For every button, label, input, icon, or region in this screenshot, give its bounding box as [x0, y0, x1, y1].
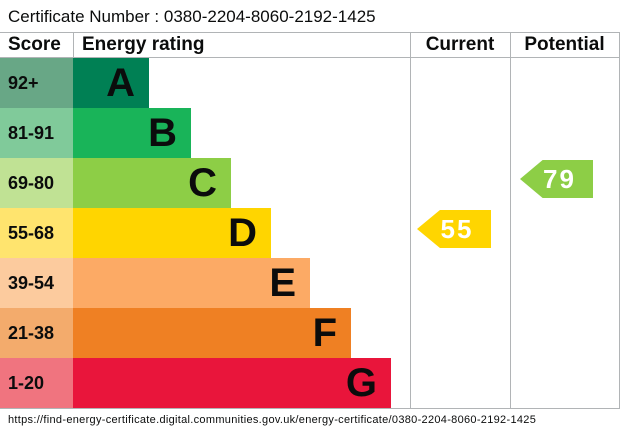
band-row-d: 55-68 D — [0, 208, 620, 258]
current-column-divider — [410, 32, 411, 409]
band-e-bar: E — [73, 258, 310, 308]
band-d-score-label: 55-68 — [8, 222, 55, 243]
current-rating-value: 55 — [440, 213, 474, 244]
band-g-score-label: 1-20 — [8, 372, 45, 393]
band-c-score-label: 69-80 — [8, 172, 55, 193]
band-row-g: 1-20 G — [0, 358, 620, 408]
band-e-score-cell: 39-54 — [0, 258, 73, 308]
header-potential: Potential — [524, 34, 605, 55]
band-a-bar: A — [73, 58, 149, 108]
band-c-bar: C — [73, 158, 231, 208]
band-e-letter: E — [269, 261, 296, 305]
band-d-score-cell: 55-68 — [0, 208, 73, 258]
header-energy-rating: Energy rating — [82, 34, 205, 55]
band-row-a: 92+ A — [0, 58, 620, 108]
band-a-letter: A — [106, 61, 135, 105]
band-row-e: 39-54 E — [0, 258, 620, 308]
band-f-letter: F — [312, 311, 337, 355]
band-b-letter: B — [148, 111, 177, 155]
band-d-bar: D — [73, 208, 271, 258]
certificate-url: https://find-energy-certificate.digital.… — [8, 414, 537, 426]
band-b-score-cell: 81-91 — [0, 108, 73, 158]
potential-column-divider — [510, 32, 511, 409]
band-rows: 92+ A 81-91 B 69-80 C 55-68 D 39-54 E 21… — [0, 58, 620, 408]
band-a-score-label: 92+ — [8, 72, 39, 93]
band-b-bar: B — [73, 108, 191, 158]
band-b-score-label: 81-91 — [8, 122, 55, 143]
band-e-score-label: 39-54 — [8, 272, 55, 293]
band-a-score-cell: 92+ — [0, 58, 73, 108]
band-f-bar: F — [73, 308, 351, 358]
header-score: Score — [8, 34, 61, 55]
band-c-letter: C — [188, 161, 217, 205]
header-bottom-border — [0, 57, 620, 58]
table-top-border — [0, 32, 620, 33]
table-bottom-border — [0, 408, 620, 409]
score-column-divider — [73, 32, 74, 58]
band-f-score-cell: 21-38 — [0, 308, 73, 358]
band-f-score-label: 21-38 — [8, 322, 55, 343]
band-row-b: 81-91 B — [0, 108, 620, 158]
certificate-number: Certificate Number : 0380-2204-8060-2192… — [8, 7, 376, 26]
band-g-letter: G — [345, 361, 377, 405]
potential-rating-value: 79 — [543, 163, 576, 194]
band-d-letter: D — [228, 211, 257, 255]
header-current: Current — [425, 34, 495, 55]
band-row-f: 21-38 F — [0, 308, 620, 358]
band-row-c: 69-80 C — [0, 158, 620, 208]
band-c-score-cell: 69-80 — [0, 158, 73, 208]
band-g-score-cell: 1-20 — [0, 358, 73, 408]
band-g-bar: G — [73, 358, 391, 408]
